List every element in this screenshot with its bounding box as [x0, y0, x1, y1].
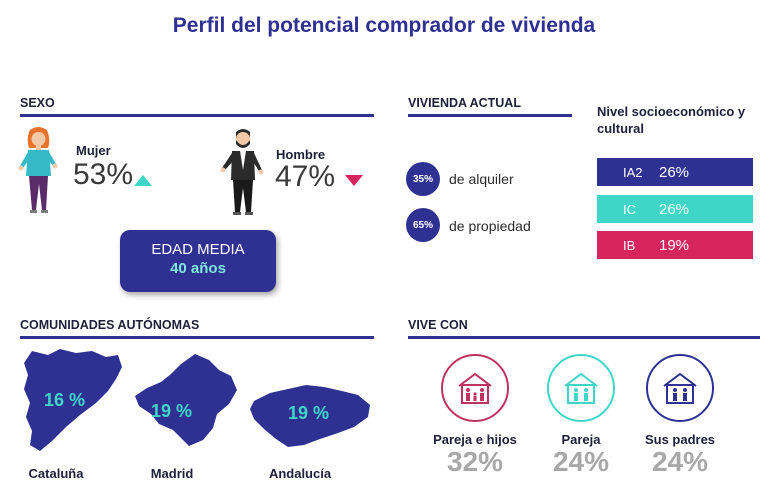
alquiler-circle: 35% — [406, 162, 440, 196]
propiedad-circle: 65% — [406, 208, 440, 242]
pareja-hijos-ring — [441, 354, 509, 422]
madrid-label: Madrid — [150, 466, 194, 481]
alquiler-label: de alquiler — [449, 171, 514, 187]
nivel-bar-ic: IC 26% — [597, 195, 753, 223]
hombre-label: Hombre — [276, 147, 326, 162]
mujer-label: Mujer — [76, 143, 111, 158]
cataluna-pct: 16 % — [44, 390, 86, 410]
sus-padres-ring — [646, 354, 714, 422]
man-figure-icon — [220, 129, 264, 215]
pareja-label: Pareja — [561, 432, 601, 447]
comunidades-heading: COMUNIDADES AUTÓNOMAS — [20, 318, 200, 332]
pareja-ring — [547, 354, 615, 422]
nivel-value: 19% — [659, 236, 690, 254]
mujer-pct: 53% — [73, 158, 134, 191]
page-title: Perfil del potencial comprador de vivien… — [172, 14, 596, 37]
edad-media-label: EDAD MEDIA — [151, 241, 245, 258]
sexo-rule — [20, 114, 374, 117]
couple-house-icon — [564, 372, 598, 404]
vivienda-heading: VIVIENDA ACTUAL — [408, 96, 521, 110]
andalucia-pct: 19 % — [288, 403, 330, 423]
sexo-heading: SEXO — [20, 96, 55, 110]
sus-padres-pct: 24% — [651, 446, 709, 477]
cataluna-label: Cataluña — [28, 466, 84, 481]
parents-house-icon — [663, 372, 697, 404]
nivel-code: IC — [623, 201, 636, 217]
sus-padres-label: Sus padres — [644, 432, 716, 447]
madrid-pct: 19 % — [151, 401, 193, 421]
vive-con-heading: VIVE CON — [408, 318, 468, 332]
pareja-hijos-label: Pareja e hijos — [433, 432, 517, 447]
vive-con-rule — [408, 336, 760, 339]
pareja-hijos-pct: 32% — [446, 446, 504, 477]
nivel-code: IB — [623, 237, 636, 253]
comunidades-rule — [20, 336, 374, 339]
triangle-up-icon — [134, 175, 152, 186]
edad-media-box: EDAD MEDIA 40 años — [120, 230, 276, 292]
vivienda-rule — [408, 114, 572, 117]
nivel-bar-ia2: IA2 26% — [597, 158, 753, 186]
woman-figure-icon — [18, 127, 58, 213]
nivel-value: 26% — [659, 200, 690, 218]
hombre-pct: 47% — [275, 160, 336, 193]
andalucia-map-icon — [250, 385, 370, 447]
cataluna-map-icon — [24, 349, 122, 451]
propiedad-label: de propiedad — [449, 218, 531, 234]
nivel-bar-ib: IB 19% — [597, 231, 753, 259]
andalucia-label: Andalucía — [268, 466, 332, 481]
nivel-value: 26% — [659, 163, 690, 181]
pareja-pct: 24% — [552, 446, 610, 477]
edad-media-value: 40 años — [170, 260, 226, 277]
nivel-heading: Nivel socioeconómico y cultural — [597, 104, 746, 136]
family-house-icon — [458, 372, 492, 404]
nivel-code: IA2 — [623, 164, 643, 180]
triangle-down-icon — [345, 175, 363, 186]
madrid-map-icon — [135, 354, 237, 446]
